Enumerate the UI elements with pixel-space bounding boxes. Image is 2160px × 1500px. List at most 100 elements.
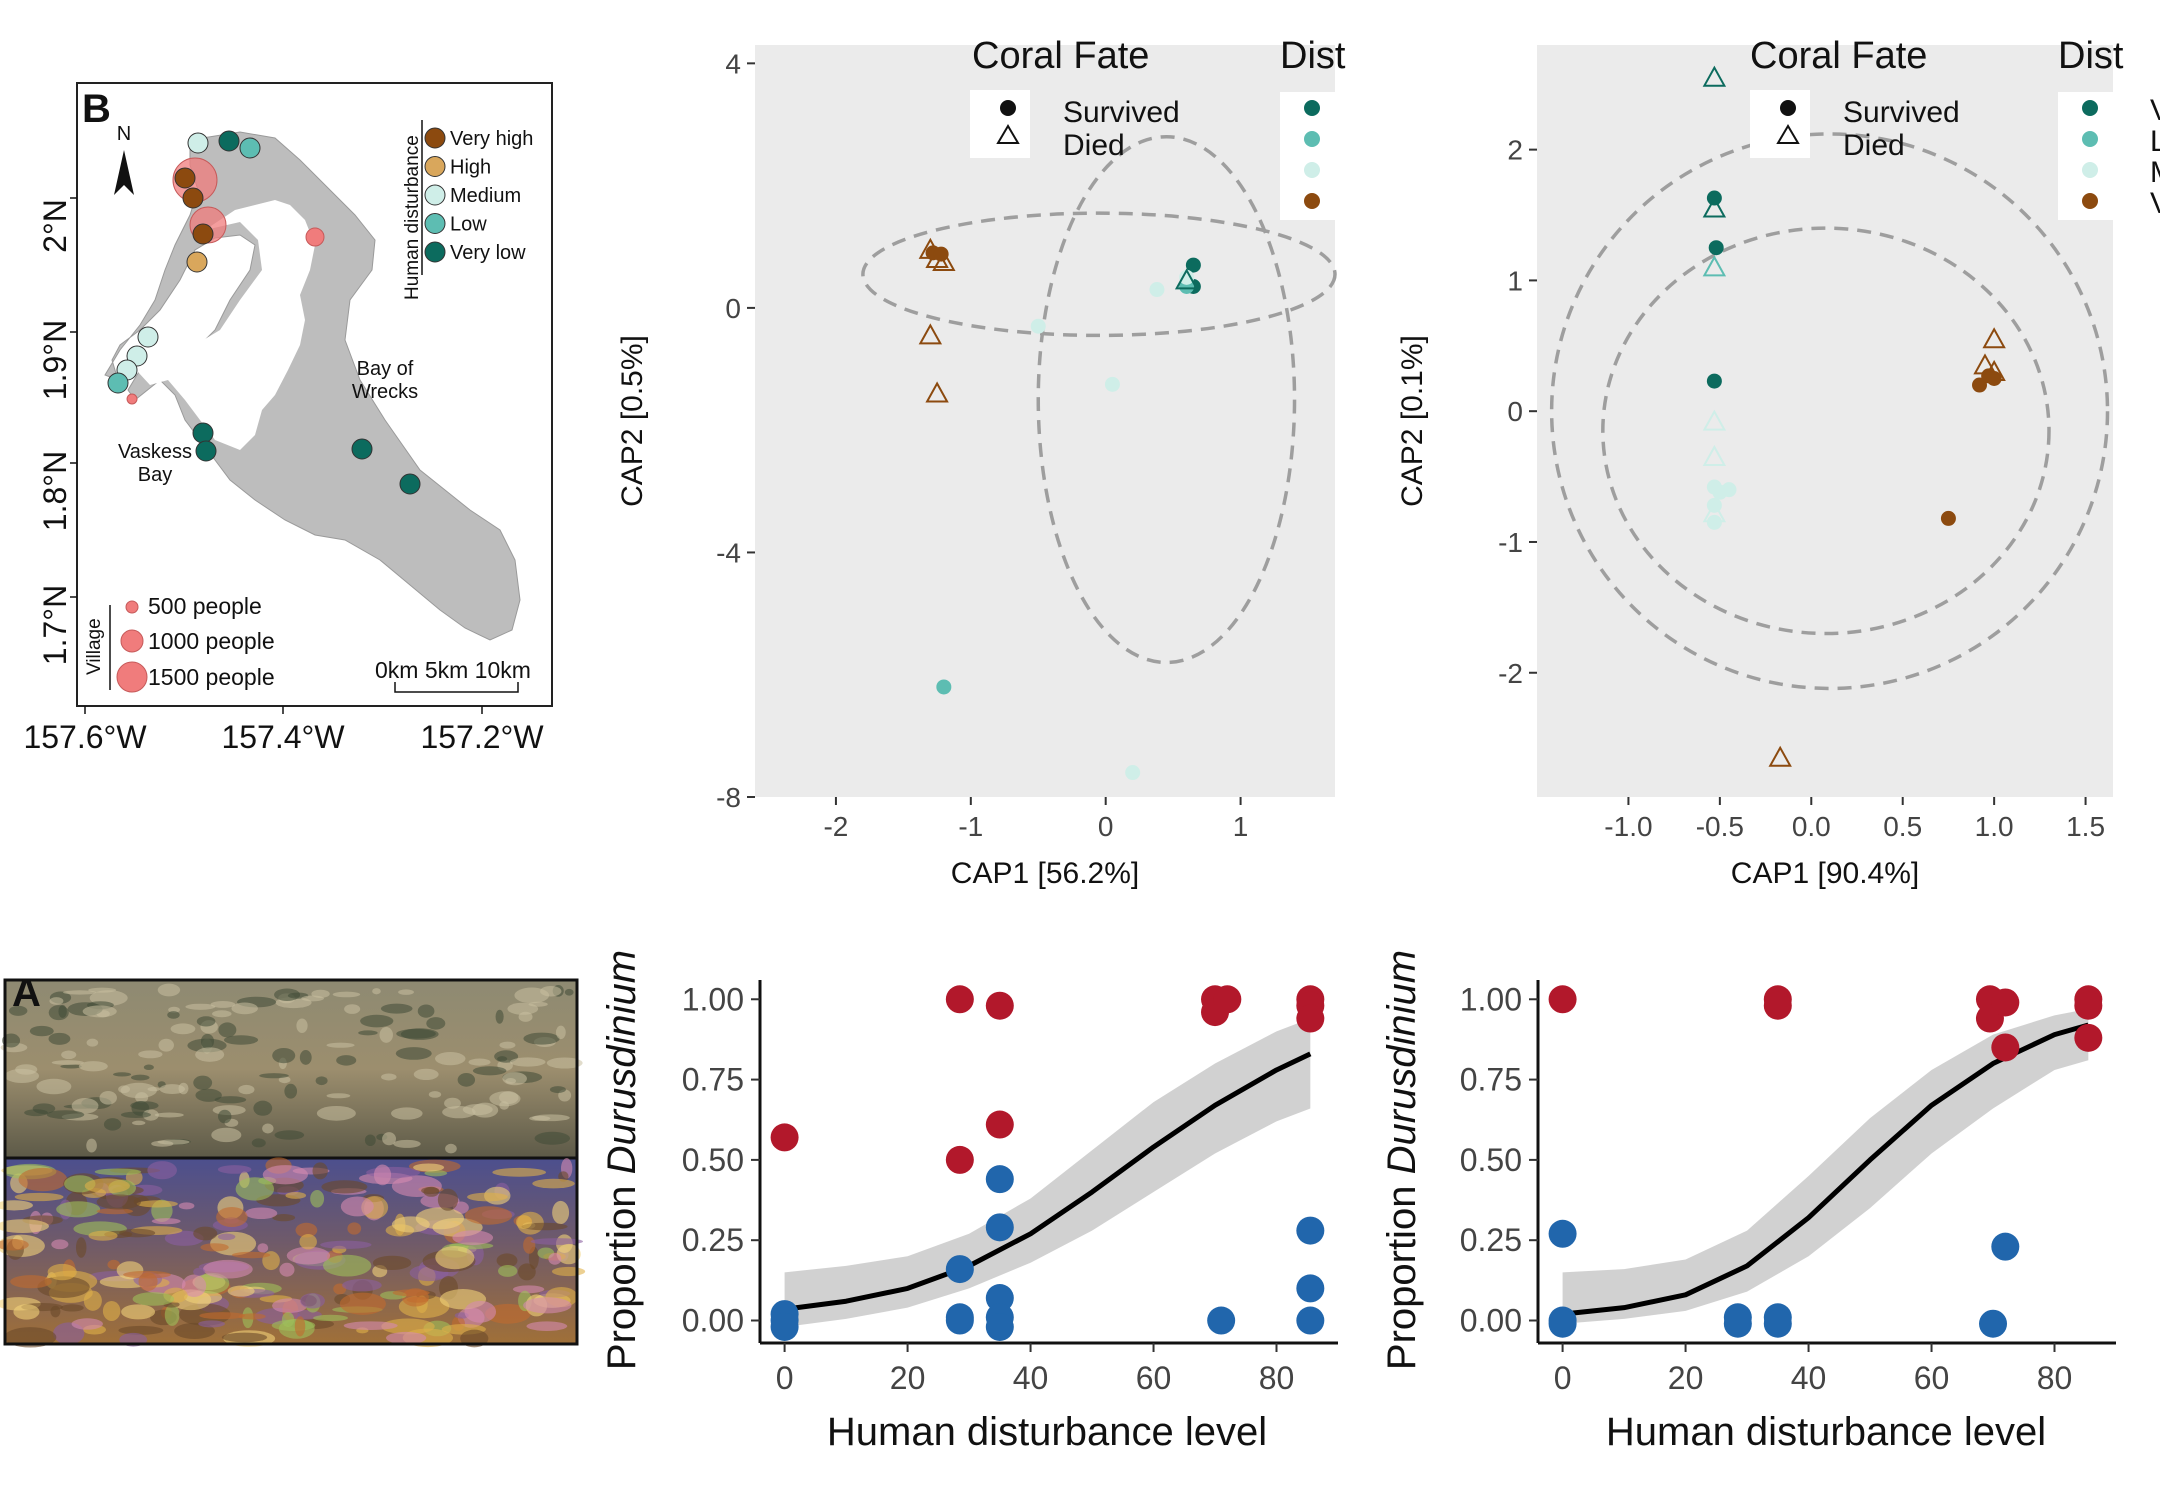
reef-texture-blob bbox=[227, 1285, 255, 1297]
survived-point bbox=[1296, 1216, 1325, 1245]
reef-texture-blob bbox=[235, 1177, 275, 1201]
reef-texture-blob bbox=[113, 1072, 132, 1077]
reef-texture-blob bbox=[299, 1234, 317, 1250]
reef-texture-blob bbox=[147, 1161, 177, 1180]
village-legend-swatch bbox=[120, 629, 144, 653]
reef-texture-blob bbox=[119, 1228, 156, 1238]
reef-texture-blob bbox=[170, 1023, 196, 1035]
died-point bbox=[945, 985, 974, 1014]
cap1-legend-fate-title: Coral Fate bbox=[972, 35, 1149, 77]
cap2-ticks: -1.0 -0.5 0.0 0.5 1.0 1.5 2 1 0 -1 -2 bbox=[1498, 135, 2105, 842]
cap2-legend-dist-title: Dist bbox=[2058, 35, 2124, 77]
survived-point bbox=[1986, 370, 2002, 386]
reef-texture-blob bbox=[381, 1318, 435, 1335]
x-tick-label: 80 bbox=[2037, 1360, 2073, 1396]
died-key-icon bbox=[996, 124, 1020, 144]
died-point bbox=[1702, 444, 1727, 466]
reef-texture-blob bbox=[48, 1032, 71, 1045]
survived-point bbox=[1296, 1274, 1325, 1303]
reef-photos: A bbox=[0, 971, 586, 1348]
y-tick-label: 0.50 bbox=[682, 1142, 744, 1178]
reef-texture-blob bbox=[195, 1047, 225, 1062]
reef-texture-blob bbox=[49, 997, 64, 1005]
reef-texture-blob bbox=[326, 1042, 355, 1048]
reef-texture-blob bbox=[294, 1316, 306, 1337]
reef-texture-blob bbox=[523, 1032, 560, 1045]
prop1-points bbox=[770, 985, 1325, 1341]
reef-texture-blob bbox=[358, 1030, 378, 1036]
reef-texture-blob bbox=[556, 1243, 581, 1265]
cap2-legend-survived: Survived bbox=[1843, 96, 1960, 129]
reef-texture-blob bbox=[203, 1259, 253, 1279]
cap2-dist-keys bbox=[2082, 100, 2098, 209]
reef-texture-blob bbox=[94, 1168, 142, 1176]
x-tick-label: -2 bbox=[823, 811, 848, 842]
reef-texture-blob bbox=[301, 995, 325, 1002]
reef-texture-blob bbox=[272, 1298, 308, 1313]
reef-texture-blob bbox=[88, 1230, 118, 1241]
y-tick-label: 0 bbox=[1507, 396, 1523, 427]
cap1-ticks: -2 -1 0 1 4 0 -4 -8 bbox=[716, 48, 1248, 842]
x-tick-label: 1.5 bbox=[2066, 811, 2105, 842]
reef-texture-blob bbox=[464, 1206, 513, 1225]
reef-texture-blob bbox=[435, 1052, 466, 1066]
reef-texture-blob bbox=[130, 1101, 159, 1110]
reef-texture-blob bbox=[56, 1201, 101, 1218]
reef-texture-blob bbox=[496, 1253, 518, 1268]
survived-point bbox=[936, 679, 952, 695]
reef-texture-blob bbox=[523, 1236, 536, 1254]
x-tick-label: 1.0 bbox=[1975, 811, 2014, 842]
reef-texture-blob bbox=[60, 1064, 82, 1069]
reef-texture-blob bbox=[564, 988, 574, 996]
reef-texture-blob bbox=[323, 1254, 372, 1277]
reef-texture-blob bbox=[316, 1105, 356, 1121]
reef-texture-blob bbox=[158, 1038, 174, 1052]
site-marker bbox=[174, 167, 196, 189]
survived-point bbox=[1972, 377, 1988, 393]
reef-texture-blob bbox=[347, 1222, 362, 1235]
reef-texture-blob bbox=[321, 1180, 368, 1194]
site-marker bbox=[192, 223, 214, 245]
reef-texture-blob bbox=[435, 1245, 475, 1270]
dist-key-swatch bbox=[2082, 100, 2098, 116]
reef-texture-blob bbox=[253, 1100, 273, 1116]
dist-key-swatch bbox=[1304, 131, 1320, 147]
reef-texture-blob bbox=[195, 1088, 222, 1102]
died-point bbox=[1213, 985, 1242, 1014]
x-tick-label: 60 bbox=[1914, 1360, 1950, 1396]
reef-texture-blob bbox=[284, 1083, 298, 1099]
reef-texture-blob bbox=[102, 1300, 121, 1321]
reef-texture-blob bbox=[396, 1028, 436, 1039]
reef-texture-blob bbox=[515, 1215, 532, 1230]
prop1-ci-band bbox=[784, 1018, 1312, 1327]
reef-texture-blob bbox=[251, 1138, 266, 1148]
survived-point bbox=[1125, 765, 1141, 781]
disturbance-label: Low bbox=[450, 214, 487, 236]
reef-texture-blob bbox=[428, 1091, 442, 1098]
reef-texture-blob bbox=[274, 1130, 305, 1140]
y-tick-label: 1 bbox=[1507, 265, 1523, 296]
survived-point bbox=[1548, 1219, 1577, 1248]
reef-texture-blob bbox=[530, 1238, 583, 1245]
reef-texture-blob bbox=[164, 1304, 180, 1326]
reef-texture-blob bbox=[96, 1208, 133, 1215]
reef-texture-blob bbox=[442, 1105, 476, 1119]
survey-sites bbox=[107, 130, 421, 495]
prop1-y-axis-label: Proportion Durusdinium bbox=[600, 950, 644, 1370]
survived-point bbox=[985, 1213, 1014, 1242]
site-marker bbox=[187, 132, 209, 154]
y-tick-label: 0.75 bbox=[682, 1062, 744, 1098]
reef-texture-blob bbox=[83, 1290, 102, 1311]
confidence-ellipse bbox=[861, 211, 1337, 338]
reef-texture-blob bbox=[159, 1084, 185, 1095]
reef-texture-blob bbox=[51, 1060, 84, 1065]
x-tick-label: 1 bbox=[1233, 811, 1249, 842]
reef-texture-blob bbox=[512, 1285, 545, 1294]
cap2-legend: Coral Fate Survived Died Dist VLMV bbox=[1750, 35, 2160, 220]
dist-partial-label: M bbox=[2150, 156, 2160, 189]
reef-texture-blob bbox=[84, 1178, 130, 1194]
reef-texture-blob bbox=[372, 1255, 412, 1271]
reef-texture-blob bbox=[391, 1216, 430, 1233]
survived-point bbox=[1979, 1309, 2008, 1338]
reef-texture-blob bbox=[168, 1006, 180, 1013]
